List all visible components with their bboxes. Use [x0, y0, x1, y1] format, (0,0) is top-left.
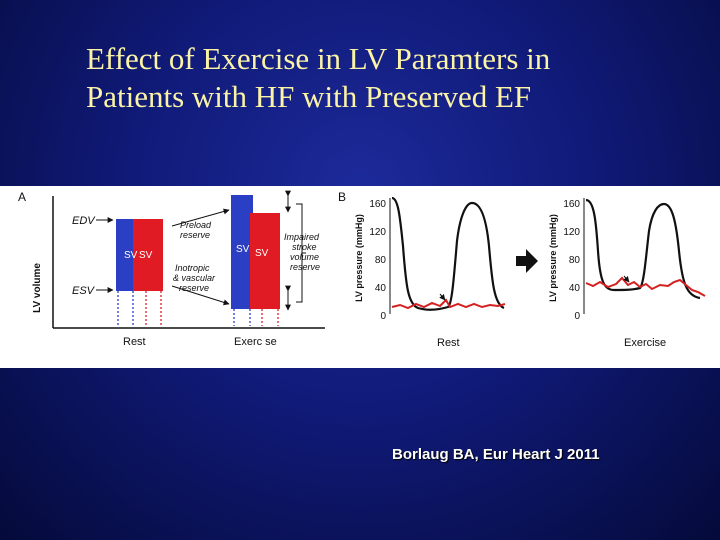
- impaired-text-1: Impaired: [284, 232, 320, 242]
- rest-y-ticks: 160 120 80 40 0: [369, 199, 386, 322]
- rest-tick-120: 120: [369, 227, 386, 238]
- esv-label: ESV: [72, 285, 96, 297]
- exercise-arrow-mark: [623, 275, 630, 283]
- panel-a-exercise-label: Exerc se: [234, 336, 277, 348]
- rest-blue-bar: [116, 219, 136, 291]
- rest-ecg-curve: [391, 298, 506, 310]
- citation: Borlaug BA, Eur Heart J 2011: [392, 446, 600, 463]
- figure-panel: A LV volume EDV ESV SV SV Rest: [0, 186, 720, 368]
- edv-label: EDV: [72, 215, 96, 227]
- title-line-2: Patients with HF with Preserved EF: [86, 79, 532, 114]
- rest-arrow-mark: [439, 293, 446, 301]
- exercise-sv-label-red: SV: [255, 248, 269, 259]
- slide-title: Effect of Exercise in LV Paramters in Pa…: [86, 40, 686, 116]
- title-line-1: Effect of Exercise in LV Paramters in: [86, 41, 551, 76]
- figure-svg: A LV volume EDV ESV SV SV Rest: [18, 190, 706, 349]
- panel-b: B LV pressure (mmHg) 160 120 80 40 0 Res…: [338, 190, 706, 349]
- exercise-tick-160: 160: [563, 199, 580, 210]
- exercise-ylabel: LV pressure (mmHg): [548, 214, 558, 302]
- panel-a: A LV volume EDV ESV SV SV Rest: [18, 190, 325, 348]
- rest-tick-40: 40: [375, 283, 387, 294]
- exercise-dotted-lines: [233, 309, 279, 326]
- exercise-pressure-curve: [585, 198, 701, 300]
- inotropic-text-2: & vascular: [173, 273, 216, 283]
- preload-text-1: Preload: [180, 220, 212, 230]
- rest-tick-80: 80: [375, 255, 387, 266]
- inotropic-text-3: reserve: [179, 283, 209, 293]
- transition-arrow-icon: [516, 249, 538, 273]
- rest-sv-label-red: SV: [139, 250, 153, 261]
- rest-dotted-lines: [117, 291, 162, 326]
- exercise-red-bar: [250, 213, 280, 309]
- panel-a-ylabel: LV volume: [32, 263, 43, 313]
- impaired-text-2: stroke: [292, 242, 317, 252]
- exercise-tick-80: 80: [569, 255, 581, 266]
- panel-b-rest-label: Rest: [437, 337, 460, 349]
- rest-ylabel: LV pressure (mmHg): [354, 214, 364, 302]
- exercise-sv-label-blue: SV: [236, 244, 250, 255]
- exercise-blue-bar: [231, 195, 253, 309]
- rest-tick-0: 0: [380, 311, 386, 322]
- rest-sv-label-blue: SV: [124, 250, 138, 261]
- preload-text-2: reserve: [180, 230, 210, 240]
- panel-a-rest-label: Rest: [123, 336, 146, 348]
- exercise-y-ticks: 160 120 80 40 0: [563, 199, 580, 322]
- exercise-tick-40: 40: [569, 283, 581, 294]
- preload-arrow: [171, 208, 230, 227]
- panel-a-letter: A: [18, 190, 26, 204]
- panel-b-letter: B: [338, 190, 346, 204]
- exercise-tick-0: 0: [574, 311, 580, 322]
- inotropic-text-1: Inotropic: [175, 263, 210, 273]
- impaired-text-3: volume: [290, 252, 319, 262]
- exercise-ecg-curve: [585, 276, 706, 297]
- exercise-tick-120: 120: [563, 227, 580, 238]
- panel-b-exercise-label: Exercise: [624, 337, 666, 349]
- impaired-text-4: reserve: [290, 262, 320, 272]
- inotropic-arrow: [171, 285, 230, 306]
- rest-pressure-curve: [391, 196, 505, 311]
- rest-red-bar: [133, 219, 163, 291]
- rest-tick-160: 160: [369, 199, 386, 210]
